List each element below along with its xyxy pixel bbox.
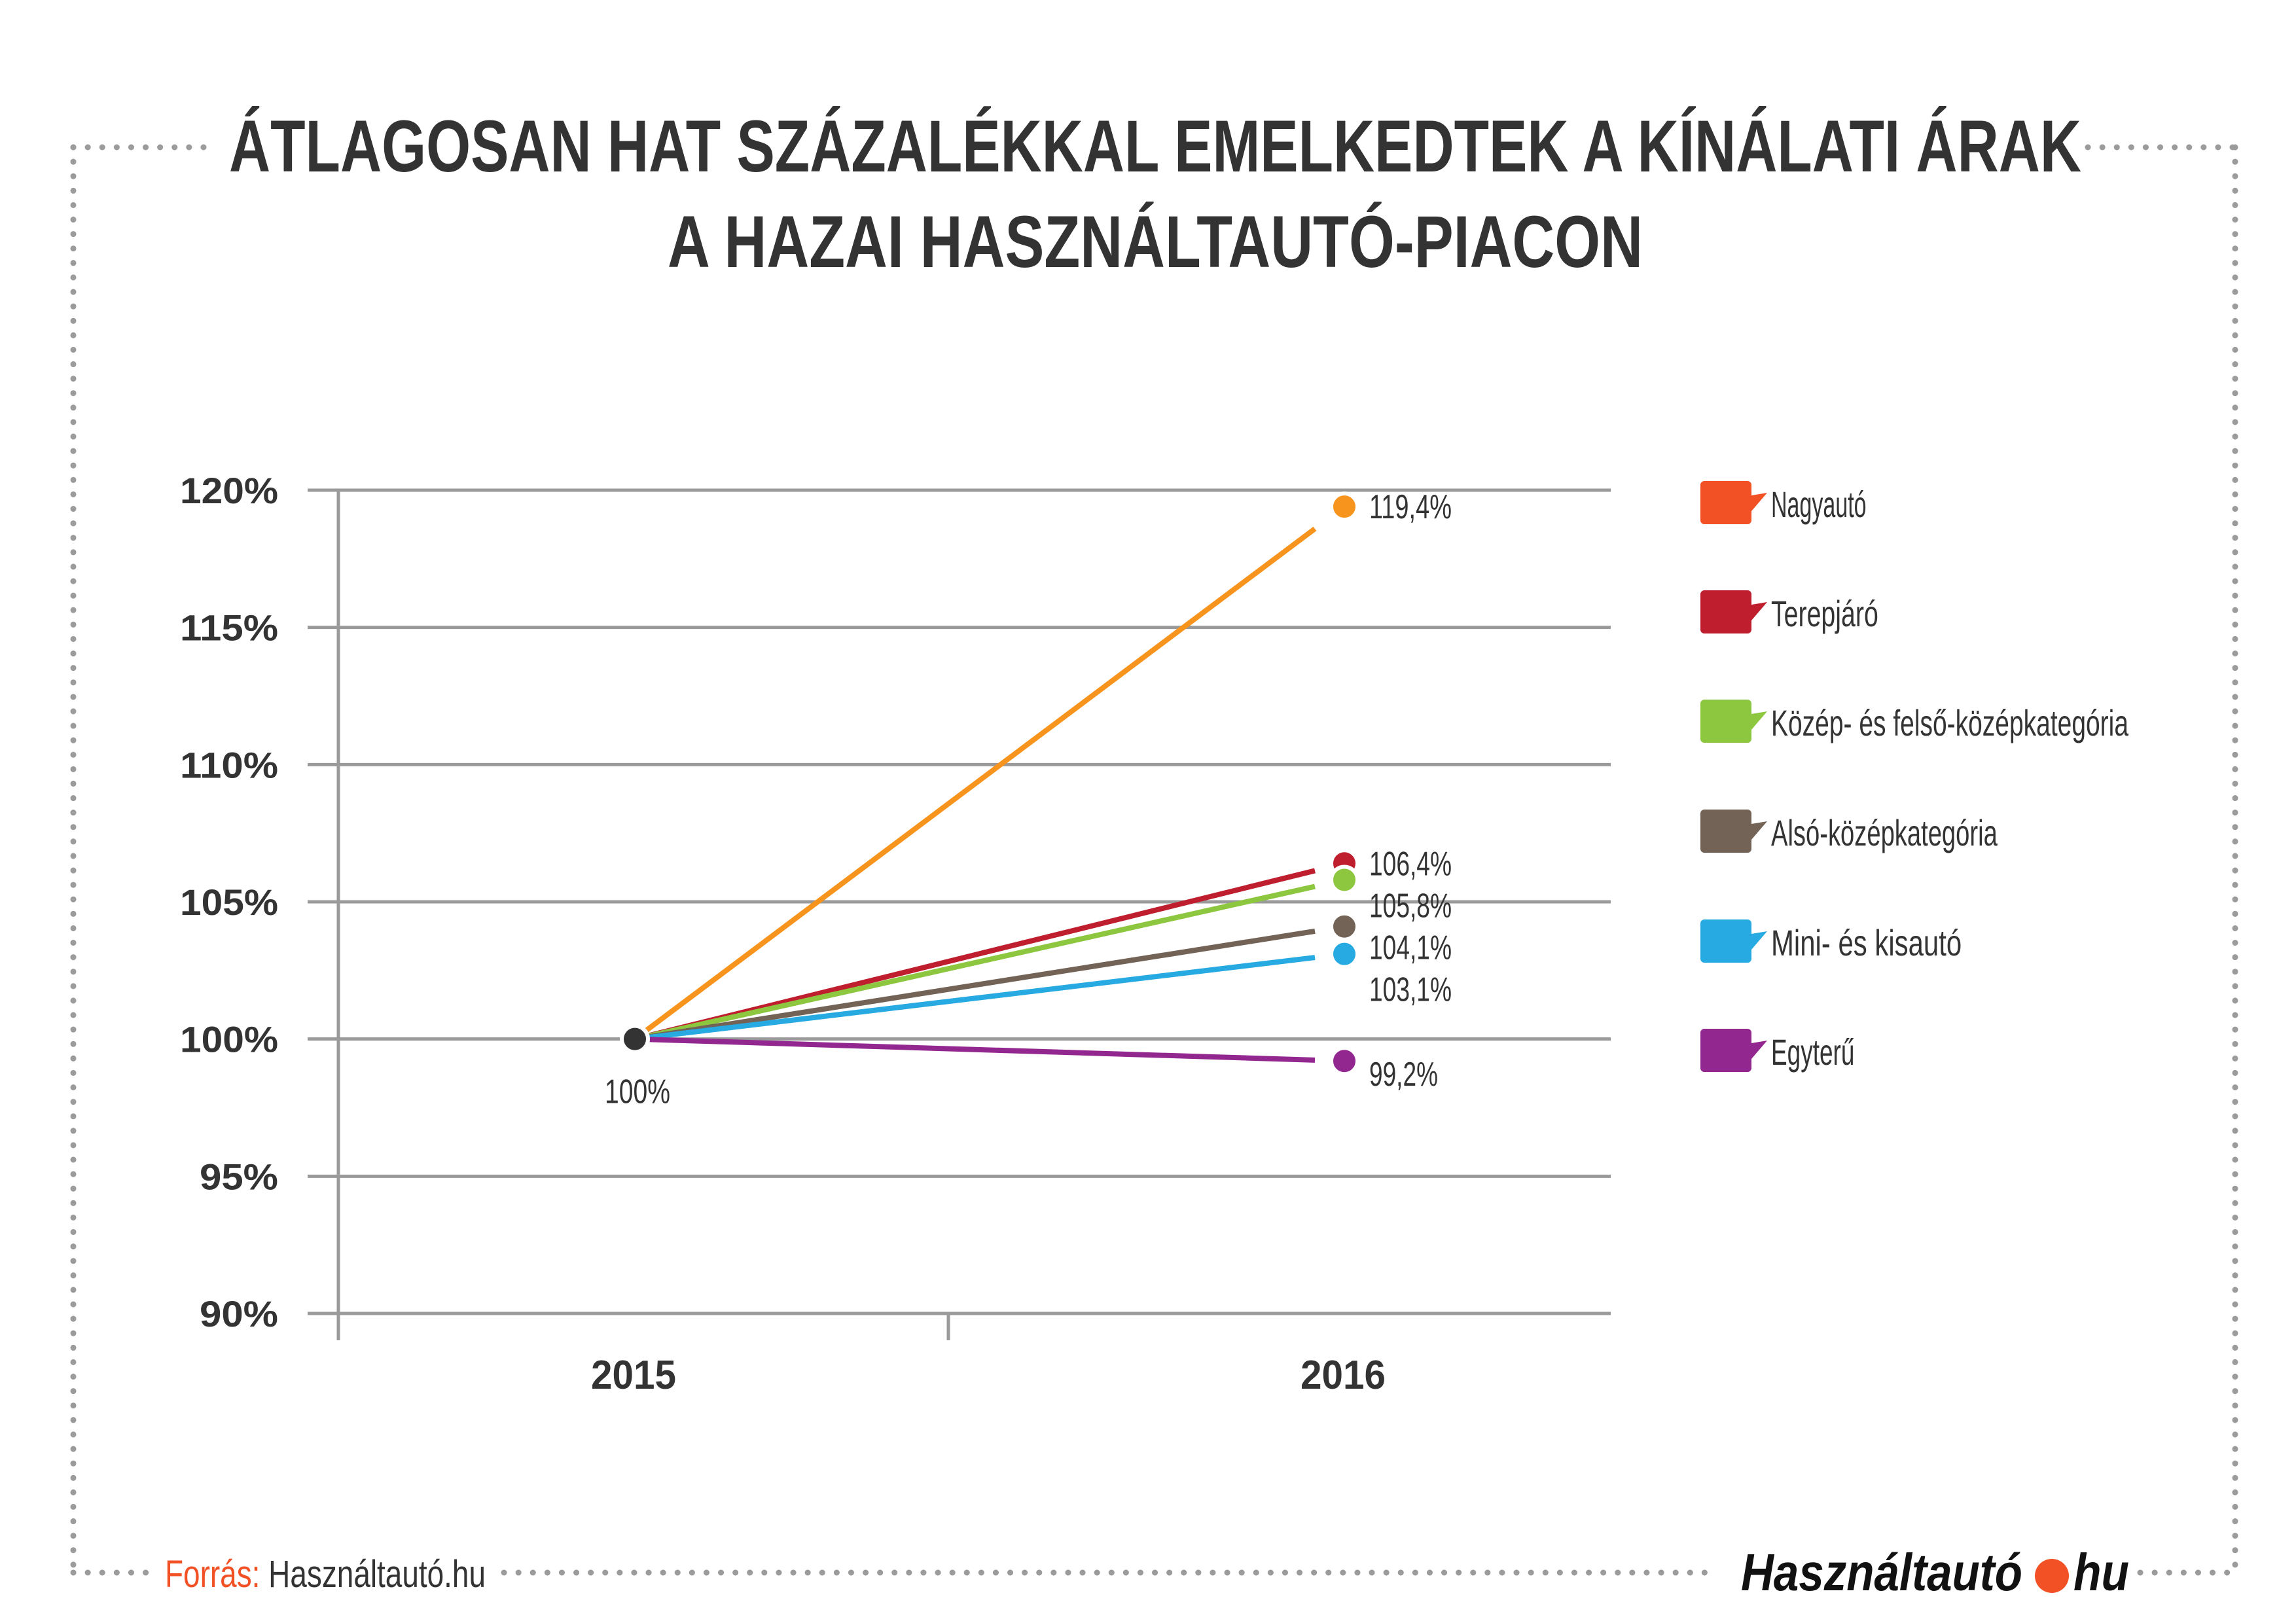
x-tick-label: 2016: [1300, 1353, 1386, 1398]
chart-title-line-2: A HAZAI HASZNÁLTAUTÓ-PIACON: [668, 201, 1643, 283]
data-point: [1329, 491, 1359, 522]
legend-label: Közép- és felső-középkategória: [1771, 702, 2129, 743]
y-tick-label: 105%: [180, 882, 278, 923]
legend-label: Egyterű: [1771, 1031, 1854, 1073]
legend-swatch-icon: [1700, 810, 1767, 853]
source: Forrás: Használtautó.hu: [165, 1553, 486, 1596]
legend-swatch-icon: [1700, 590, 1767, 633]
logo: Használtautó hu: [1741, 1543, 2129, 1601]
y-tick-label: 115%: [180, 607, 278, 649]
legend-item: Mini- és kisautó: [1700, 919, 1962, 963]
data-point: [1329, 865, 1359, 895]
source-value: Használtautó.hu: [268, 1553, 486, 1596]
legend-item: Terepjáró: [1700, 590, 1878, 634]
legend-swatch-icon: [1700, 1029, 1767, 1072]
legend-item: Nagyautó: [1700, 481, 1867, 525]
data-label: 103,1%: [1369, 971, 1452, 1008]
legend-item: Egyterű: [1700, 1029, 1854, 1073]
legend-item: Közép- és felső-középkategória: [1700, 700, 2129, 743]
legend-item: Alsó-középkategória: [1700, 810, 1998, 853]
series-line: [634, 928, 1316, 1042]
dotted-frame: [70, 144, 2238, 1576]
y-axis: 90% 95% 100% 105% 110% 115% 120%: [180, 470, 278, 1334]
logo-dot: [2035, 1559, 2069, 1593]
source-label: Forrás:: [165, 1553, 260, 1596]
y-tick-label: 95%: [200, 1156, 278, 1197]
y-tick-label: 120%: [180, 470, 278, 511]
series-line: [633, 526, 1317, 1041]
series-line: [634, 955, 1316, 1042]
data-point: [1329, 1046, 1359, 1077]
series-line: [634, 1036, 1316, 1063]
series-line: [634, 883, 1316, 1042]
legend-label: Nagyautó: [1771, 484, 1867, 525]
y-tick-label: 100%: [180, 1019, 278, 1060]
start-label: 100%: [605, 1073, 670, 1111]
legend-label: Mini- és kisautó: [1771, 922, 1962, 963]
logo-text-left: Használtautó: [1741, 1543, 2022, 1601]
data-point: [1329, 938, 1359, 969]
legend-swatch-icon: [1700, 700, 1767, 743]
data-label: 105,8%: [1369, 887, 1452, 925]
start-point: [620, 1024, 650, 1054]
legend-label: Alsó-középkategória: [1771, 812, 1998, 853]
legend: Nagyautó Terepjáró Közép- és felső-középka…: [1700, 481, 2129, 1073]
chart-title-line-1: ÁTLAGOSAN HAT SZÁZALÉKKAL EMELKEDTEK A K…: [229, 105, 2081, 187]
series-lines: 119,4% 106,4% 105,8% 104,1% 103,1% 99,2% 100%: [605, 488, 1452, 1111]
data-point: [1329, 911, 1359, 942]
data-label: 99,2%: [1369, 1056, 1438, 1094]
grid: [308, 488, 1611, 1315]
legend-swatch-icon: [1700, 481, 1767, 524]
legend-swatch-icon: [1700, 919, 1767, 963]
y-tick-label: 110%: [180, 744, 278, 785]
logo-text-right: hu: [2073, 1543, 2129, 1601]
x-tick-label: 2015: [591, 1353, 676, 1398]
y-tick-label: 90%: [200, 1293, 278, 1334]
data-label: 106,4%: [1369, 845, 1452, 883]
data-label: 104,1%: [1369, 929, 1452, 967]
legend-label: Terepjáró: [1771, 593, 1878, 634]
x-axis: 2015 2016: [336, 490, 1386, 1398]
data-label: 119,4%: [1369, 488, 1452, 526]
